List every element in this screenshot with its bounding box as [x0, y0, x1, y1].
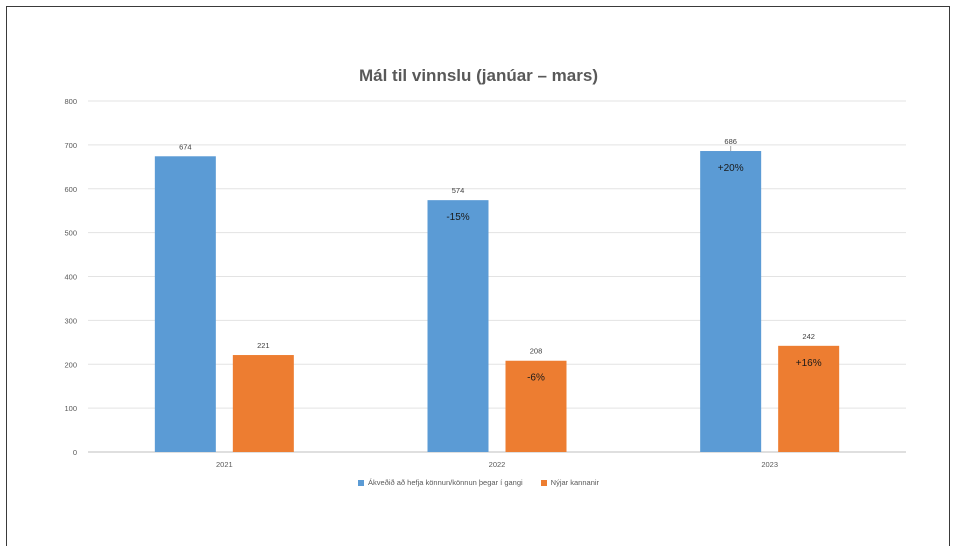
- data-label: 686: [724, 137, 737, 146]
- x-tick-label: 2021: [216, 460, 233, 469]
- bar-series-2: [505, 360, 567, 452]
- bar-series-1: [427, 200, 489, 452]
- change-annotation: +20%: [718, 163, 744, 174]
- x-tick-label: 2022: [489, 460, 506, 469]
- y-tick-label: 400: [64, 273, 77, 282]
- legend-swatch-series-2: [540, 479, 547, 486]
- bar-series-2: [778, 345, 840, 452]
- legend-item-series-1: Ákveðið að hefja könnun/könnun þegar í g…: [357, 478, 523, 487]
- y-tick-label: 0: [73, 448, 77, 457]
- data-label: 221: [257, 341, 270, 350]
- y-tick-label: 200: [64, 360, 77, 369]
- data-label: 674: [179, 142, 192, 151]
- data-label: 208: [530, 347, 543, 356]
- legend-swatch-series-1: [357, 479, 364, 486]
- y-tick-label: 700: [64, 141, 77, 150]
- chart-legend: Ákveðið að hefja könnun/könnun þegar í g…: [0, 478, 957, 487]
- x-tick-label: 2023: [761, 460, 778, 469]
- legend-item-series-2: Nýjar kannanir: [540, 478, 600, 487]
- legend-label-series-1: Ákveðið að hefja könnun/könnun þegar í g…: [367, 478, 523, 487]
- y-tick-label: 500: [64, 229, 77, 238]
- bar-series-2: [232, 355, 294, 452]
- y-tick-label: 100: [64, 404, 77, 413]
- data-label: 574: [452, 186, 465, 195]
- bar-series-1: [154, 156, 216, 452]
- change-annotation: +16%: [796, 358, 822, 369]
- change-annotation: -6%: [527, 373, 545, 384]
- chart-title: Mál til vinnslu (janúar – mars): [358, 66, 598, 85]
- y-tick-label: 300: [64, 316, 77, 325]
- y-tick-label: 600: [64, 185, 77, 194]
- legend-label-series-2: Nýjar kannanir: [550, 478, 600, 487]
- change-annotation: -15%: [446, 212, 469, 223]
- bar-series-1: [700, 151, 762, 452]
- y-tick-label: 800: [64, 97, 77, 106]
- data-label: 242: [802, 332, 815, 341]
